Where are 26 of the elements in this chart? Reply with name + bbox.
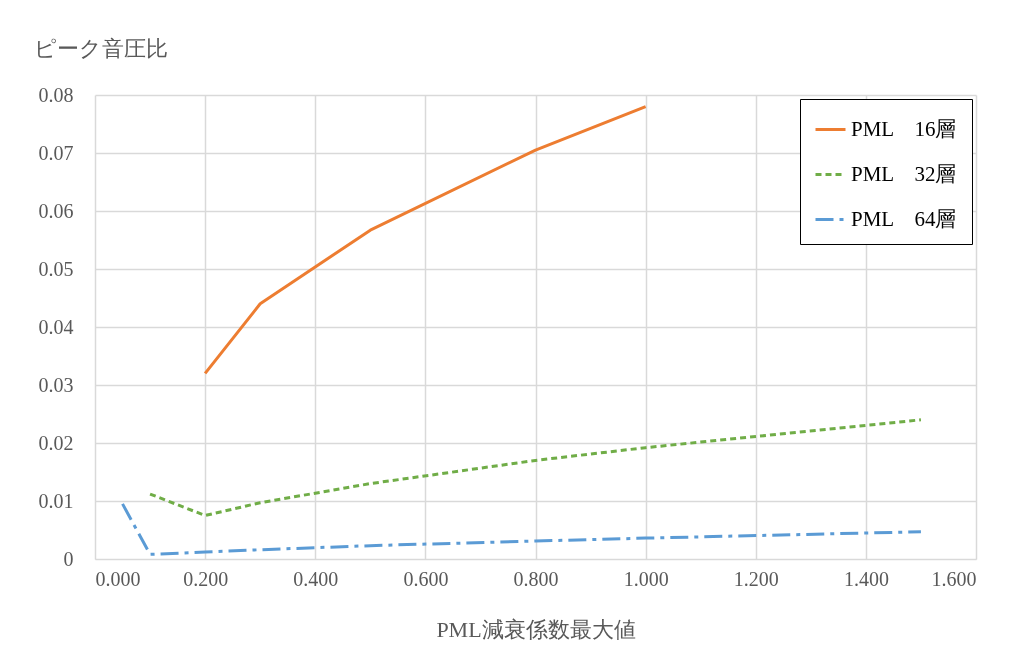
y-tick-label: 0.05: [38, 257, 74, 280]
y-tick-label: 0.04: [38, 315, 74, 338]
x-tick-label: 0.400: [293, 567, 339, 590]
y-tick-label: 0.03: [38, 373, 74, 396]
y-tick-label: 0.07: [38, 141, 74, 164]
x-tick-label: 1.400: [843, 567, 889, 590]
line-series: [203, 105, 648, 375]
line-series: [121, 502, 923, 556]
y-tick-label: 0.02: [38, 431, 74, 454]
x-tick-label: 1.200: [733, 567, 779, 590]
x-tick-label: 0.800: [513, 567, 559, 590]
x-axis-title: PML減衰係数最大値: [436, 616, 636, 642]
x-tick-label: 0.200: [183, 567, 229, 590]
y-tick-label: 0.01: [38, 489, 74, 512]
y-tick-label: 0.08: [38, 83, 74, 106]
y-tick-label: 0: [63, 547, 74, 570]
x-tick-label: 1.600: [931, 567, 977, 590]
legend-label: PML 64層: [851, 206, 957, 231]
y-tick-label: 0.06: [38, 199, 74, 222]
legend-label: PML 32層: [851, 161, 957, 186]
legend-label: PML 16層: [851, 116, 957, 141]
x-tick-label: 1.000: [623, 567, 669, 590]
y-axis-title: ピーク音圧比: [33, 35, 168, 61]
x-tick-label: 0.600: [403, 567, 449, 590]
line-series: [148, 418, 923, 517]
x-tick-label: 0.000: [95, 567, 141, 590]
